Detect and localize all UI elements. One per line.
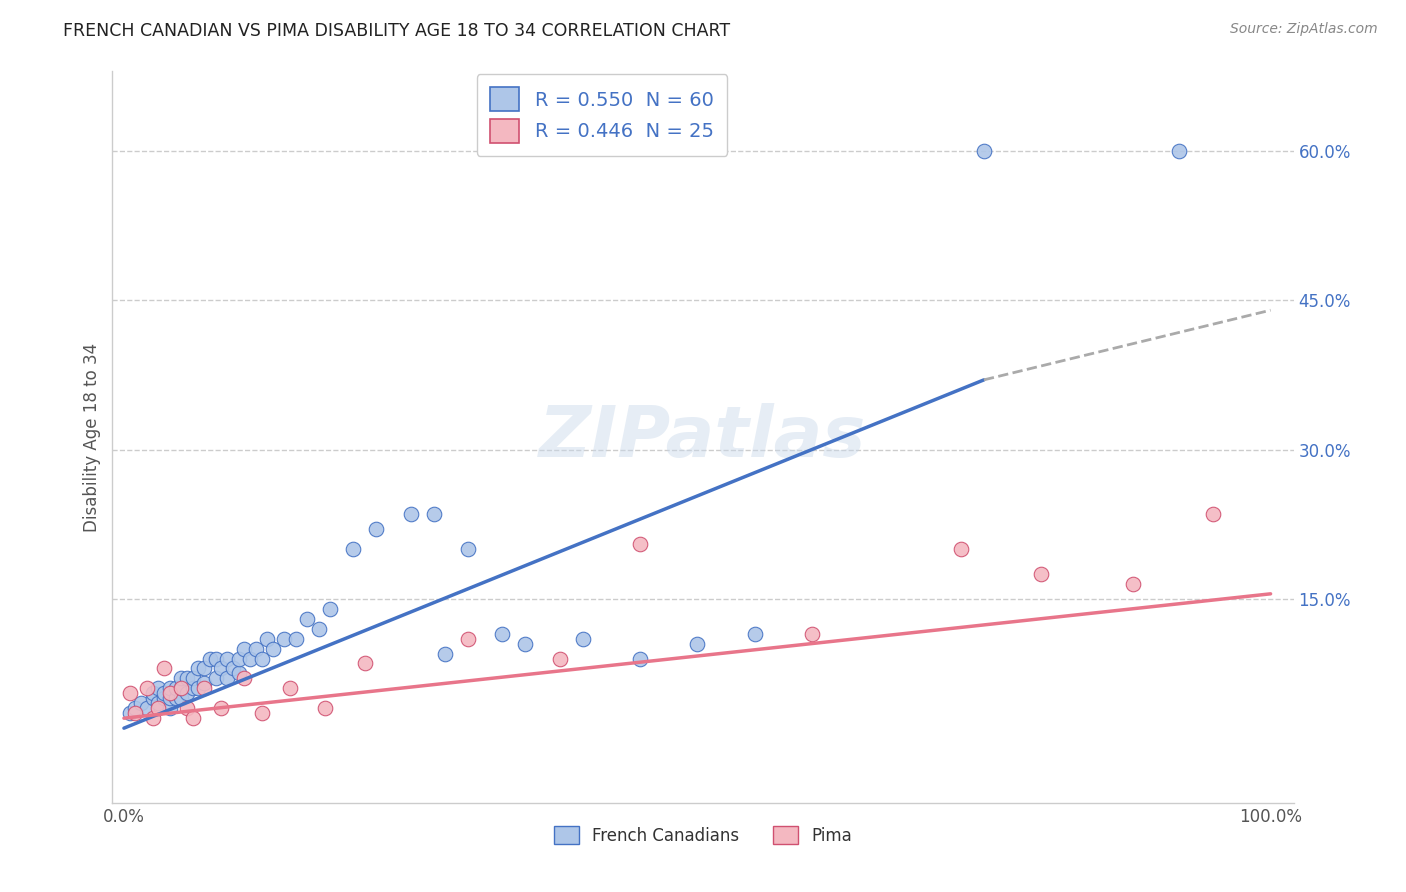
- Point: [457, 632, 479, 646]
- Legend: French Canadians, Pima: French Canadians, Pima: [546, 818, 860, 853]
- Point: [148, 681, 170, 696]
- Point: [135, 681, 157, 696]
- Point: [233, 641, 256, 656]
- Point: [170, 681, 193, 696]
- Point: [159, 681, 181, 696]
- Point: [262, 641, 284, 656]
- Point: [222, 661, 245, 675]
- Point: [193, 681, 215, 696]
- Point: [245, 641, 267, 656]
- Point: [153, 691, 176, 706]
- Point: [233, 672, 256, 686]
- Point: [170, 672, 193, 686]
- Point: [949, 542, 972, 557]
- Text: FRENCH CANADIAN VS PIMA DISABILITY AGE 18 TO 34 CORRELATION CHART: FRENCH CANADIAN VS PIMA DISABILITY AGE 1…: [63, 22, 730, 40]
- Point: [314, 701, 336, 715]
- Text: ZIPatlas: ZIPatlas: [540, 402, 866, 472]
- Point: [129, 696, 152, 710]
- Point: [284, 632, 307, 646]
- Point: [628, 651, 651, 665]
- Point: [239, 651, 262, 665]
- Text: Source: ZipAtlas.com: Source: ZipAtlas.com: [1230, 22, 1378, 37]
- Point: [209, 701, 232, 715]
- Point: [159, 686, 181, 700]
- Point: [319, 601, 342, 615]
- Point: [193, 676, 215, 690]
- Point: [198, 651, 221, 665]
- Point: [515, 636, 537, 650]
- Point: [176, 672, 198, 686]
- Point: [142, 691, 165, 706]
- Point: [153, 686, 176, 700]
- Point: [250, 651, 273, 665]
- Point: [571, 632, 593, 646]
- Point: [308, 622, 330, 636]
- Point: [209, 661, 232, 675]
- Point: [228, 651, 250, 665]
- Point: [973, 144, 995, 158]
- Point: [1202, 507, 1225, 521]
- Y-axis label: Disability Age 18 to 34: Disability Age 18 to 34: [83, 343, 101, 532]
- Point: [399, 507, 422, 521]
- Point: [118, 686, 141, 700]
- Point: [228, 666, 250, 681]
- Point: [142, 711, 165, 725]
- Point: [217, 672, 239, 686]
- Point: [1031, 566, 1053, 581]
- Point: [176, 686, 198, 700]
- Point: [1122, 577, 1144, 591]
- Point: [366, 522, 388, 536]
- Point: [457, 542, 479, 557]
- Point: [256, 632, 278, 646]
- Point: [187, 661, 209, 675]
- Point: [148, 696, 170, 710]
- Point: [800, 626, 823, 640]
- Point: [204, 651, 226, 665]
- Point: [548, 651, 571, 665]
- Point: [628, 537, 651, 551]
- Point: [124, 706, 146, 721]
- Point: [159, 701, 181, 715]
- Point: [278, 681, 301, 696]
- Point: [118, 706, 141, 721]
- Point: [159, 691, 181, 706]
- Point: [434, 647, 457, 661]
- Point: [297, 612, 319, 626]
- Point: [153, 661, 176, 675]
- Point: [250, 706, 273, 721]
- Point: [187, 681, 209, 696]
- Point: [342, 542, 364, 557]
- Point: [217, 651, 239, 665]
- Point: [193, 661, 215, 675]
- Point: [165, 681, 187, 696]
- Point: [181, 711, 204, 725]
- Point: [148, 701, 170, 715]
- Point: [181, 672, 204, 686]
- Point: [422, 507, 444, 521]
- Point: [124, 701, 146, 715]
- Point: [353, 657, 375, 671]
- Point: [273, 632, 295, 646]
- Point: [170, 681, 193, 696]
- Point: [1167, 144, 1189, 158]
- Point: [491, 626, 513, 640]
- Point: [142, 686, 165, 700]
- Point: [744, 626, 766, 640]
- Point: [170, 691, 193, 706]
- Point: [176, 701, 198, 715]
- Point: [135, 701, 157, 715]
- Point: [204, 672, 226, 686]
- Point: [686, 636, 709, 650]
- Point: [165, 691, 187, 706]
- Point: [181, 681, 204, 696]
